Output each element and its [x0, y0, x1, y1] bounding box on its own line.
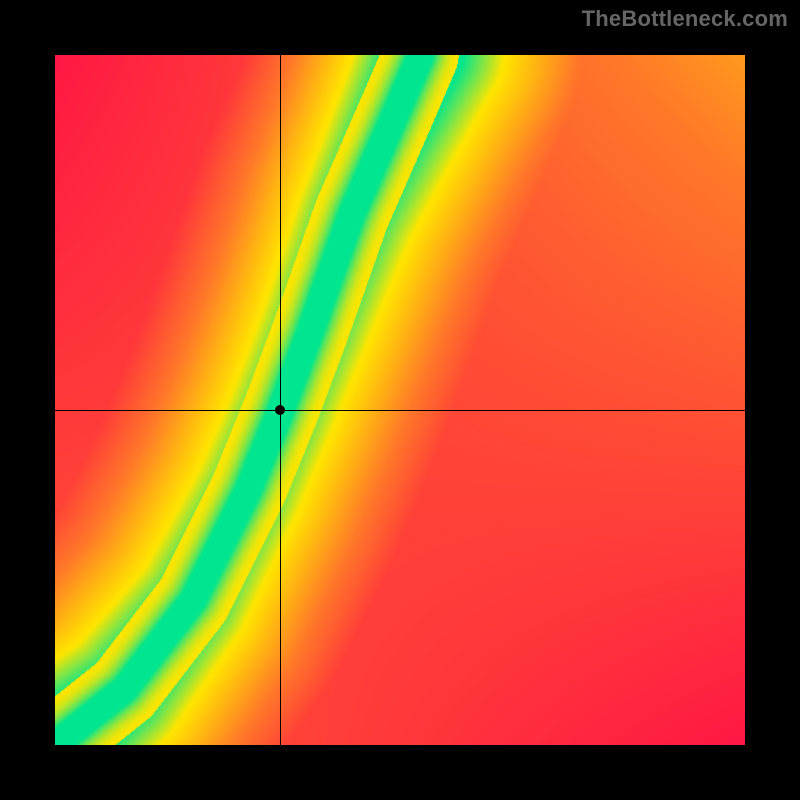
watermark-text: TheBottleneck.com: [582, 6, 788, 32]
crosshair-vertical: [280, 55, 281, 745]
heatmap-plot-area: [55, 55, 745, 745]
crosshair-horizontal: [55, 410, 745, 411]
heatmap-canvas: [55, 55, 745, 745]
marker-dot: [275, 405, 285, 415]
